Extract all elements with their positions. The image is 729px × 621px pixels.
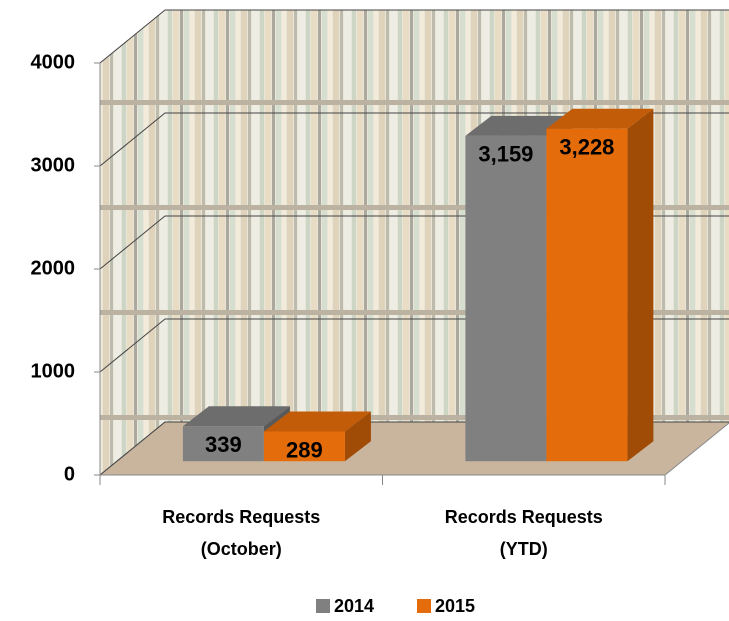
- data-label: 339: [205, 432, 242, 457]
- x-tick-label: (YTD): [500, 539, 548, 559]
- y-tick-label: 0: [64, 463, 75, 485]
- bar-side: [627, 109, 653, 461]
- chart: 339 289 3,159 3,228 0 1000 2000 3000 4000 Record…: [0, 0, 729, 621]
- legend-swatch: [316, 599, 330, 613]
- data-label: 3,228: [559, 135, 614, 160]
- y-tick-label: 4000: [31, 51, 76, 73]
- x-tick-label: Records Requests: [162, 507, 320, 527]
- data-label: 3,159: [478, 142, 533, 167]
- legend-label: 2014: [334, 596, 374, 616]
- legend: 2014 2015: [316, 596, 475, 616]
- data-label: 289: [286, 437, 323, 462]
- y-tick-label: 1000: [31, 360, 76, 382]
- x-tick-label: (October): [201, 539, 282, 559]
- y-tick-label: 3000: [31, 154, 76, 176]
- bar: [546, 129, 627, 461]
- page: 339 289 3,159 3,228 0 1000 2000 3000 4000 Record…: [0, 0, 729, 621]
- legend-label: 2015: [435, 596, 475, 616]
- y-tick-label: 2000: [31, 257, 76, 279]
- bar: [465, 136, 546, 461]
- x-tick-label: Records Requests: [445, 507, 603, 527]
- legend-swatch: [417, 599, 431, 613]
